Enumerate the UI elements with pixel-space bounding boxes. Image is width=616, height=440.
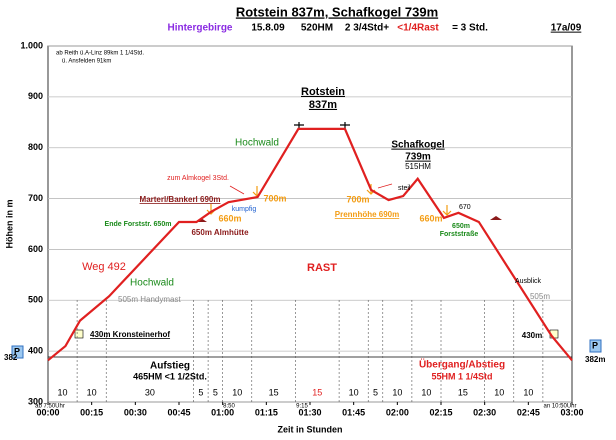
y-tick-label: 400	[28, 346, 43, 356]
code-label: 17a/09	[551, 23, 582, 34]
x-tick-label: 01:00	[211, 407, 234, 417]
segment-label: 10	[58, 387, 68, 397]
annotation: 660m	[419, 213, 442, 223]
subtitle: 520HM	[301, 23, 333, 34]
y-tick-label: 300	[28, 396, 43, 406]
plot-frame	[47, 45, 573, 403]
y-tick-label: 600	[28, 244, 43, 254]
annotation: ab Reith ü.A-Linz 89km 1 1/4Std.	[56, 51, 144, 57]
x-tick-label: 03:00	[560, 407, 583, 417]
annotation: an 10:50Uhr	[543, 404, 576, 410]
annotation: 55HM 1 1/4Std	[431, 371, 492, 381]
segment-label: 10	[87, 387, 97, 397]
x-tick-label: 02:30	[473, 407, 496, 417]
subtitle: 15.8.09	[251, 23, 285, 34]
annotation: 430m Kronsteinerhof	[90, 330, 170, 339]
chart-title: Rotstein 837m, Schafkogel 739m	[236, 4, 438, 19]
y-tick-label: 800	[28, 142, 43, 152]
segment-label: 15	[458, 387, 468, 397]
summit-cross	[294, 122, 350, 130]
subtitle: = 3 Std.	[452, 23, 488, 34]
segment-label: 5	[198, 387, 203, 397]
house-icon	[74, 329, 84, 339]
annotation: kumpfig	[232, 206, 257, 213]
annotation: 515HM	[405, 162, 431, 171]
segment-label: 15	[269, 387, 279, 397]
x-tick-label: 02:15	[429, 407, 452, 417]
annotation: Übergang/Abstieg	[419, 358, 505, 371]
annotation: Weg 492	[82, 261, 126, 273]
annotation: zum Almkogel 3Std.	[167, 175, 229, 182]
annotation: 505m	[530, 292, 550, 301]
segment-label: 10	[392, 387, 402, 397]
annotation: Schafkogel	[391, 140, 445, 151]
subtitle: Hintergebirge	[167, 23, 232, 34]
segment-label: 5	[373, 387, 378, 397]
x-tick-label: 02:00	[386, 407, 409, 417]
y-axis-label: Höhen in m	[4, 200, 14, 249]
annotation: Forststraße	[440, 231, 479, 238]
segment-label: 5	[213, 387, 218, 397]
annotation: 650m	[452, 223, 470, 230]
y-tick-label: 700	[28, 193, 43, 203]
annotation: 9:15	[296, 404, 308, 410]
annotation: 8:50	[223, 404, 235, 410]
annotation: 700m	[346, 194, 369, 204]
annotation: RAST	[307, 262, 337, 274]
annotation: Ausblick	[515, 278, 542, 285]
annotation: 739m	[405, 152, 431, 163]
x-tick-label: 01:15	[255, 407, 278, 417]
annotation: P	[14, 346, 20, 356]
subtitle: <1/4Rast	[397, 23, 439, 34]
x-tick-label: 00:45	[167, 407, 190, 417]
annotation: Aufstieg	[150, 361, 190, 372]
annotation: P	[592, 340, 598, 350]
annotation: Rotstein	[301, 86, 345, 98]
segment-label: 30	[145, 387, 155, 397]
annotation: 700m	[263, 193, 286, 203]
subtitle: 2 3/4Std+	[345, 23, 389, 34]
annotation: 660m	[218, 213, 241, 223]
x-tick-label: 01:45	[342, 407, 365, 417]
annotation: 382m	[585, 355, 605, 364]
annotation: Prennhöhe 690m	[335, 210, 399, 219]
segment-label: 15	[312, 387, 322, 397]
x-tick-label: 02:45	[517, 407, 540, 417]
annotation: Hochwald	[235, 138, 279, 149]
annotation: 382	[4, 353, 18, 362]
annotation: 670	[459, 204, 471, 211]
segment-label: 10	[494, 387, 504, 397]
annotation: 650m Almhütte	[191, 228, 249, 237]
annotation: 465HM <1 1/2Std.	[133, 371, 207, 381]
segment-label: 10	[349, 387, 359, 397]
y-tick-label: 1.000	[20, 40, 43, 50]
segment-label: 10	[232, 387, 242, 397]
annotation: ab 7:50Uhr	[35, 404, 65, 410]
parking-box	[589, 339, 602, 353]
annotation: Marterl/Bankerl 690m	[140, 195, 221, 204]
annotation: steil	[398, 185, 411, 192]
x-tick-label: 00:15	[80, 407, 103, 417]
x-axis-label: Zeit in Stunden	[278, 424, 343, 434]
annotation: 505m Handymast	[118, 295, 181, 304]
y-tick-label: 900	[28, 91, 43, 101]
segment-label: 10	[523, 387, 533, 397]
annotation: 430m	[522, 331, 542, 340]
segment-label: 10	[421, 387, 431, 397]
annotation: Hochwald	[130, 278, 174, 289]
y-tick-label: 500	[28, 295, 43, 305]
x-tick-label: 00:30	[124, 407, 147, 417]
annotation: Ende Forststr. 650m	[105, 221, 172, 228]
x-tick-label: 00:00	[36, 407, 59, 417]
annotation: ü. Ansfelden 91km	[62, 59, 111, 65]
annotation: 837m	[309, 99, 337, 111]
x-tick-label: 01:30	[298, 407, 321, 417]
elevation-profile	[47, 127, 573, 362]
parking-box	[11, 345, 24, 359]
pointer-arrow	[229, 183, 393, 195]
